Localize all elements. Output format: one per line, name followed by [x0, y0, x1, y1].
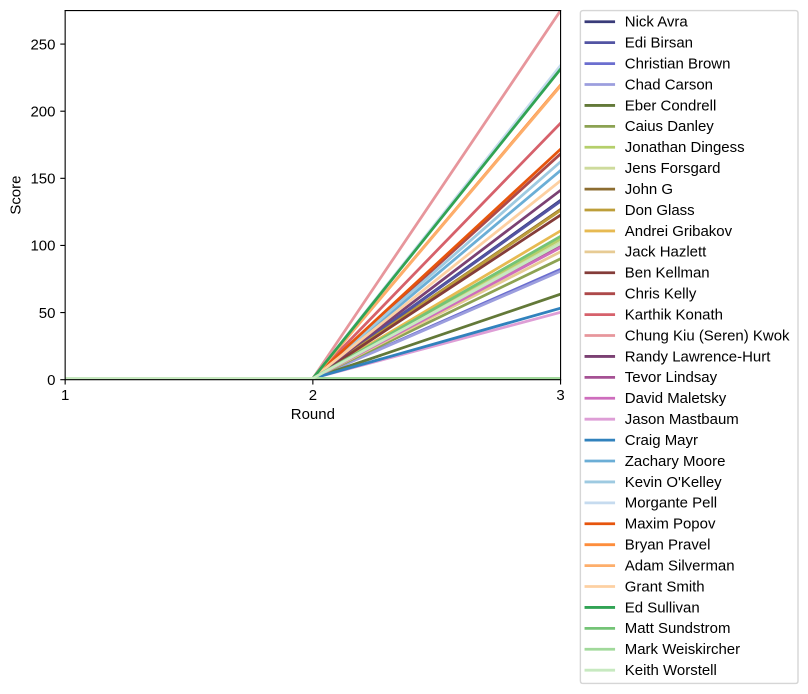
svg-text:Matt Sundstrom: Matt Sundstrom [625, 620, 731, 637]
svg-text:Randy Lawrence-Hurt: Randy Lawrence-Hurt [625, 348, 771, 365]
svg-text:200: 200 [30, 103, 55, 120]
svg-text:250: 250 [30, 36, 55, 53]
svg-text:Maxim Popov: Maxim Popov [625, 516, 716, 533]
svg-text:Edi Birsan: Edi Birsan [625, 35, 693, 52]
svg-text:Jonathan Dingess: Jonathan Dingess [625, 139, 745, 156]
svg-text:Chad Carson: Chad Carson [625, 76, 713, 93]
svg-text:Mark Weiskircher: Mark Weiskircher [625, 641, 740, 658]
svg-text:100: 100 [30, 238, 55, 255]
svg-text:Jack Hazlett: Jack Hazlett [625, 244, 707, 261]
svg-text:Ben Kellman: Ben Kellman [625, 265, 710, 282]
svg-text:0: 0 [47, 372, 55, 389]
svg-text:Karthik Konath: Karthik Konath [625, 306, 723, 323]
svg-text:Zachary Moore: Zachary Moore [625, 453, 726, 470]
svg-text:Round: Round [291, 406, 335, 423]
svg-text:Jens Forsgard: Jens Forsgard [625, 160, 721, 177]
svg-text:Caius Danley: Caius Danley [625, 118, 715, 135]
svg-text:Christian Brown: Christian Brown [625, 55, 731, 72]
svg-text:1: 1 [61, 387, 69, 404]
svg-text:Adam Silverman: Adam Silverman [625, 557, 735, 574]
svg-text:John G: John G [625, 181, 673, 198]
svg-text:Chung Kiu (Seren) Kwok: Chung Kiu (Seren) Kwok [625, 327, 790, 344]
svg-text:150: 150 [30, 171, 55, 188]
svg-text:3: 3 [556, 387, 564, 404]
svg-text:Eber Condrell: Eber Condrell [625, 97, 717, 114]
svg-text:Ed Sullivan: Ed Sullivan [625, 599, 700, 616]
svg-text:Nick Avra: Nick Avra [625, 14, 689, 31]
svg-text:Morgante Pell: Morgante Pell [625, 495, 717, 512]
svg-text:Tevor Lindsay: Tevor Lindsay [625, 369, 718, 386]
svg-text:Craig Mayr: Craig Mayr [625, 432, 698, 449]
svg-text:50: 50 [39, 305, 56, 322]
svg-text:Kevin O'Kelley: Kevin O'Kelley [625, 474, 722, 491]
svg-text:David Maletsky: David Maletsky [625, 390, 727, 407]
svg-text:Grant Smith: Grant Smith [625, 578, 705, 595]
svg-text:Keith Worstell: Keith Worstell [625, 662, 717, 679]
svg-text:Chris Kelly: Chris Kelly [625, 286, 697, 303]
svg-text:Bryan Pravel: Bryan Pravel [625, 537, 711, 554]
svg-text:Andrei Gribakov: Andrei Gribakov [625, 223, 733, 240]
svg-text:2: 2 [309, 387, 317, 404]
svg-text:Score: Score [8, 176, 25, 215]
svg-text:Don Glass: Don Glass [625, 202, 695, 219]
svg-text:Jason Mastbaum: Jason Mastbaum [625, 411, 739, 428]
